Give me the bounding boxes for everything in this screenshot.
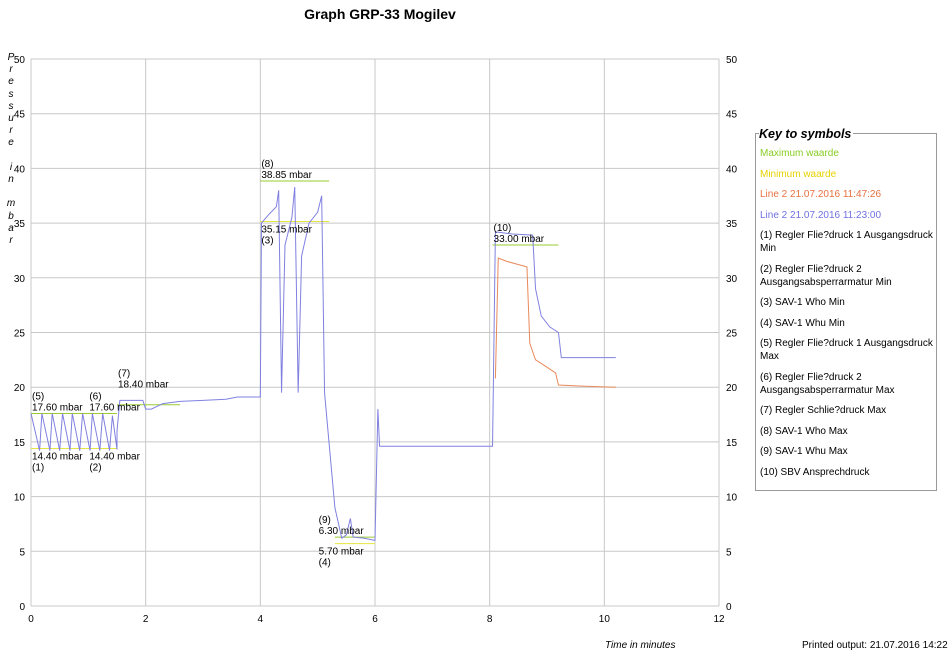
legend-item: (2) Regler Flie?druck 2 Ausgangsabsperra…: [760, 263, 892, 288]
annotation: 35.15 mbar(3): [261, 224, 312, 246]
y-tick-label-right: 15: [726, 438, 738, 449]
annotation: 14.40 mbar(1): [32, 451, 83, 473]
y-tick-label: 0: [19, 602, 25, 613]
y-tick-label-right: 20: [726, 383, 738, 394]
annotation-label: 33.00 mbar: [494, 234, 545, 245]
annotation-label: 6.30 mbar: [319, 526, 365, 537]
annotation: (7)18.40 mbar: [118, 369, 169, 391]
legend-item: (5) Regler Flie?druck 1 Ausgangsdruck Ma…: [760, 338, 933, 362]
y-tick-label: 15: [14, 438, 26, 449]
annotation-id: (10): [494, 223, 512, 234]
y-tick-label-right: 10: [726, 493, 738, 504]
annotation-label: 38.85 mbar: [261, 170, 312, 181]
legend-item: Maximum waarde: [760, 148, 839, 159]
legend-item: (3) SAV-1 Who Min: [760, 297, 845, 308]
annotation: 14.40 mbar(2): [89, 451, 140, 473]
x-tick-label: 6: [372, 614, 378, 625]
y-tick-label-right: 25: [726, 329, 738, 340]
y-tick-label: 30: [14, 274, 26, 285]
annotation-label: 17.60 mbar: [32, 402, 83, 413]
y-tick-label-right: 30: [726, 274, 738, 285]
x-tick-label: 4: [258, 614, 264, 625]
legend-item: (8) SAV-1 Who Max: [760, 425, 848, 437]
legend-item: Line 2 21.07.2016 11:23:00: [760, 209, 882, 221]
legend-item: (6) Regler Flie?druck 2 Ausgangsabsperra…: [760, 371, 895, 396]
annotation: (9)6.30 mbar: [319, 515, 365, 537]
annotation-label: 14.40 mbar: [32, 451, 83, 462]
printed-output: Printed output: 21.07.2016 14:22: [802, 640, 948, 651]
y-tick-label: 10: [14, 493, 26, 504]
annotation-id: (7): [118, 369, 130, 380]
y-tick-label: 50: [14, 55, 26, 66]
annotation-id: (4): [319, 558, 331, 569]
legend-item: (1) Regler Flie?druck 1 Ausgangsdruck Mi…: [760, 230, 933, 254]
y-tick-label: 35: [14, 219, 26, 230]
y-tick-label-right: 0: [726, 602, 732, 613]
annotation: (6)17.60 mbar: [89, 391, 140, 413]
y-tick-label: 40: [14, 164, 26, 175]
x-tick-label: 8: [487, 614, 493, 625]
annotation-id: (5): [32, 391, 44, 402]
legend-item: (7) Regler Schlie?druck Max: [760, 405, 887, 416]
x-axis-label: Time in minutes: [605, 640, 676, 651]
y-tick-label-right: 35: [726, 219, 738, 230]
annotation-id: (8): [261, 159, 273, 170]
annotation-label: 35.15 mbar: [261, 224, 312, 235]
series-line: [494, 257, 616, 388]
y-tick-label-right: 45: [726, 110, 738, 121]
x-tick-label: 12: [713, 614, 725, 625]
annotation-id: (2): [89, 462, 101, 473]
annotation-label: 17.60 mbar: [89, 402, 140, 413]
y-tick-label-right: 40: [726, 164, 738, 175]
annotation-id: (9): [319, 515, 331, 526]
x-tick-label: 2: [143, 614, 149, 625]
x-tick-label: 10: [599, 614, 611, 625]
legend-item: (10) SBV Ansprechdruck: [760, 466, 870, 478]
y-tick-label: 5: [19, 547, 25, 558]
legend-item: Minimum waarde: [760, 168, 837, 180]
y-axis-label: P r e s s u r e i n m b a r: [6, 52, 16, 247]
y-tick-label-right: 50: [726, 55, 738, 66]
annotation: 5.70 mbar(4): [319, 547, 365, 569]
annotation-id: (3): [261, 235, 273, 246]
y-tick-label: 20: [14, 383, 26, 394]
legend-item: (9) SAV-1 Whu Max: [760, 446, 848, 457]
legend-item: (4) SAV-1 Whu Min: [760, 317, 845, 329]
legend: Key to symbols Maximum waarde Minimum waa…: [755, 127, 937, 491]
annotation-label: 14.40 mbar: [89, 451, 140, 462]
y-tick-label: 45: [14, 110, 26, 121]
legend-title: Key to symbols: [759, 127, 854, 141]
annotation-id: (1): [32, 462, 44, 473]
annotation-label: 5.70 mbar: [319, 547, 365, 558]
annotation-id: (6): [89, 391, 101, 402]
x-tick-label: 0: [28, 614, 34, 625]
legend-item: Line 2 21.07.2016 11:47:26: [760, 189, 882, 200]
annotation: (8)38.85 mbar: [261, 159, 312, 181]
series-line: [30, 186, 616, 541]
annotation: (5)17.60 mbar: [32, 391, 83, 413]
annotation-label: 18.40 mbar: [118, 380, 169, 391]
annotation: (10)33.00 mbar: [494, 223, 545, 245]
y-tick-label: 25: [14, 329, 26, 340]
chart-title: Graph GRP-33 Mogilev: [304, 6, 456, 22]
y-tick-label-right: 5: [726, 547, 732, 558]
